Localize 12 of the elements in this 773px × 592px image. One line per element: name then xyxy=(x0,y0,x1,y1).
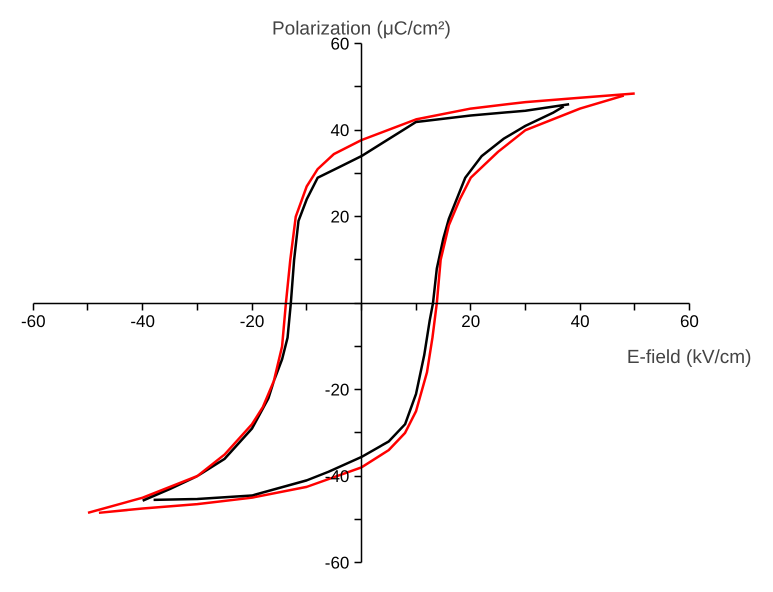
y-tick-label: 40 xyxy=(330,121,350,140)
x-tick-label: 60 xyxy=(680,312,699,332)
x-tick-label: -20 xyxy=(240,312,264,332)
x-tick-label: -40 xyxy=(130,312,155,332)
x-axis-title: E-field (kV/cm) xyxy=(626,347,752,368)
x-tick-label: 20 xyxy=(461,312,480,332)
x-tick-label: 40 xyxy=(570,312,590,332)
y-tick-label: -60 xyxy=(324,554,350,573)
y-tick-label: -20 xyxy=(324,380,350,400)
y-tick-label: 60 xyxy=(330,34,350,54)
x-tick-label: -60 xyxy=(21,312,46,332)
y-tick-label: 20 xyxy=(330,208,350,227)
